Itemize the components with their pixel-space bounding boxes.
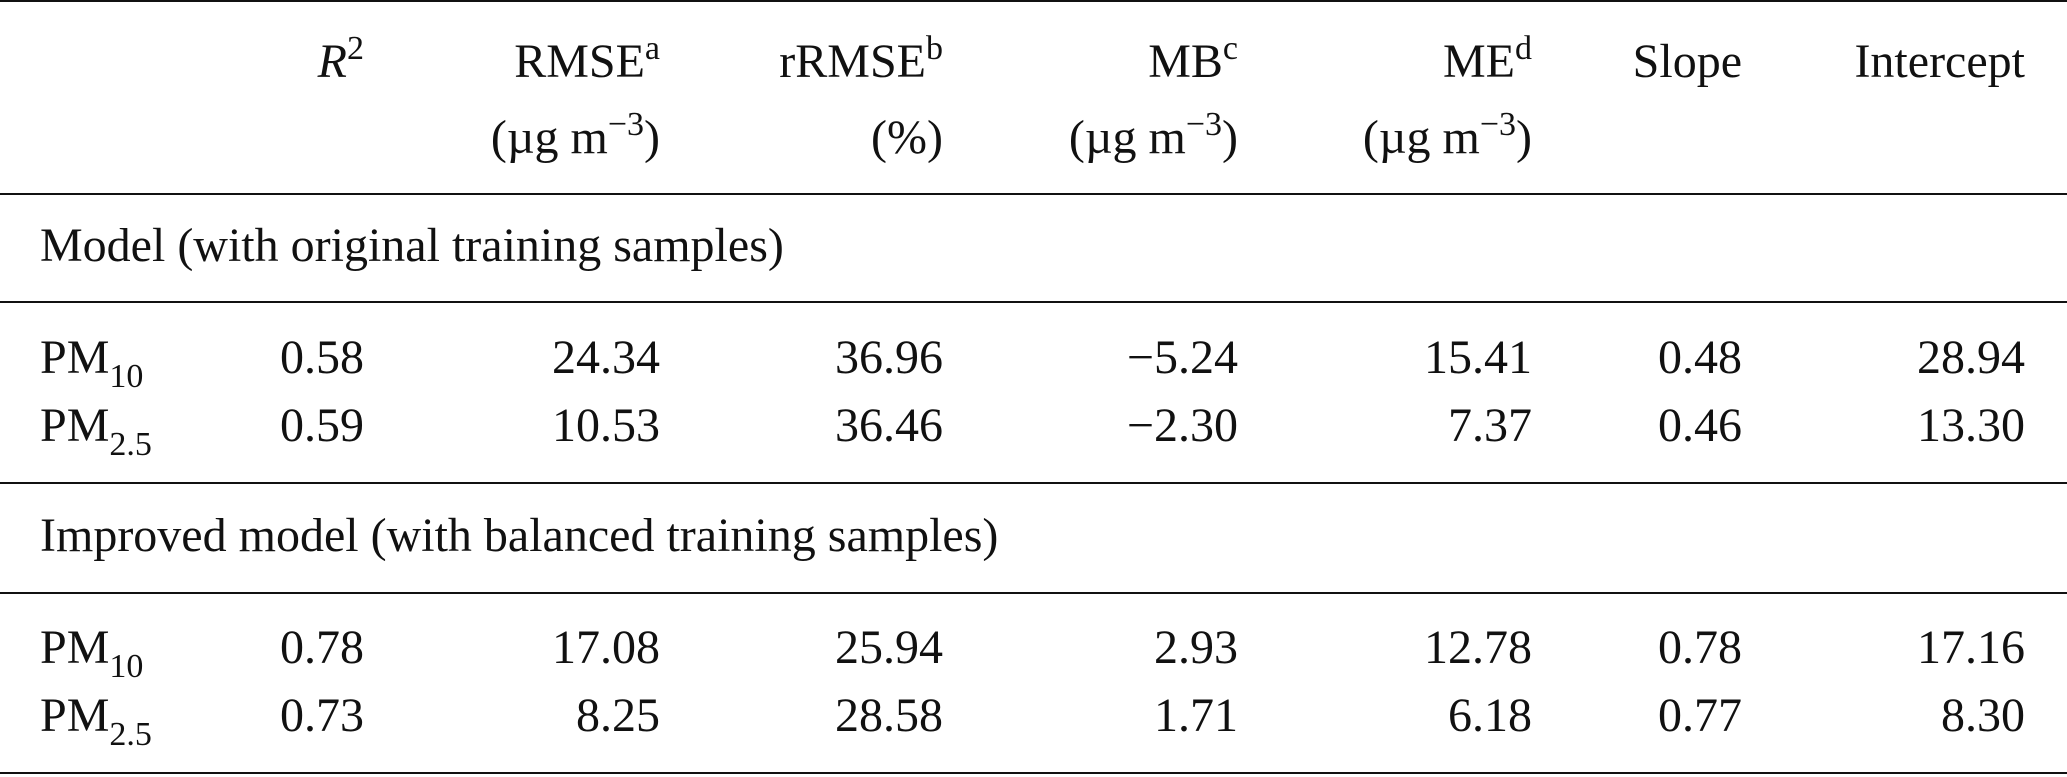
header-intercept: Intercept	[1854, 35, 2025, 88]
header-rrmse-unit: (%)	[871, 111, 943, 164]
top-rule	[0, 0, 2067, 2]
cell-rrmse: 36.96	[835, 331, 943, 384]
bottom-rule	[0, 772, 2067, 774]
row-label: PM2.5	[40, 689, 152, 753]
header-rule	[0, 193, 2067, 195]
section-divider-rule	[0, 482, 2067, 484]
cell-rrmse: 28.58	[835, 689, 943, 742]
cell-slope: 0.78	[1658, 621, 1742, 674]
cell-me: 15.41	[1424, 331, 1532, 384]
cell-slope: 0.77	[1658, 689, 1742, 742]
cell-r2: 0.73	[280, 689, 364, 742]
cell-rmse: 8.25	[576, 689, 660, 742]
section-1-rule	[0, 301, 2067, 303]
header-rrmse: rRMSEb	[779, 30, 943, 89]
row-label: PM2.5	[40, 399, 152, 463]
cell-mb: −2.30	[1126, 399, 1238, 452]
cell-slope: 0.48	[1658, 331, 1742, 384]
cell-mb: 1.71	[1154, 689, 1238, 742]
cell-intercept: 28.94	[1917, 331, 2025, 384]
cell-r2: 0.59	[280, 399, 364, 452]
cell-me: 6.18	[1448, 689, 1532, 742]
row-label: PM10	[40, 621, 144, 685]
cell-rmse: 24.34	[552, 331, 660, 384]
cell-rmse: 17.08	[552, 621, 660, 674]
cell-rrmse: 36.46	[835, 399, 943, 452]
header-slope: Slope	[1632, 35, 1742, 88]
header-me-unit: (µg m−3)	[1362, 106, 1532, 165]
cell-intercept: 13.30	[1917, 399, 2025, 452]
header-mb: MBc	[1148, 30, 1238, 89]
header-me: MEd	[1443, 30, 1532, 89]
cell-intercept: 17.16	[1917, 621, 2025, 674]
header-r2: R2	[317, 30, 364, 89]
header-rmse: RMSEa	[514, 30, 660, 89]
cell-me: 12.78	[1424, 621, 1532, 674]
cell-r2: 0.58	[280, 331, 364, 384]
cell-rrmse: 25.94	[835, 621, 943, 674]
cell-slope: 0.46	[1658, 399, 1742, 452]
cell-mb: −5.24	[1126, 331, 1238, 384]
row-label: PM10	[40, 331, 144, 395]
cell-mb: 2.93	[1154, 621, 1238, 674]
cell-rmse: 10.53	[552, 399, 660, 452]
section-title: Model (with original training samples)	[40, 219, 784, 272]
section-title: Improved model (with balanced training s…	[40, 509, 999, 562]
cell-r2: 0.78	[280, 621, 364, 674]
header-mb-unit: (µg m−3)	[1068, 106, 1238, 165]
cell-intercept: 8.30	[1941, 689, 2025, 742]
cell-me: 7.37	[1448, 399, 1532, 452]
header-rmse-unit: (µg m−3)	[490, 106, 660, 165]
section-2-rule	[0, 592, 2067, 594]
